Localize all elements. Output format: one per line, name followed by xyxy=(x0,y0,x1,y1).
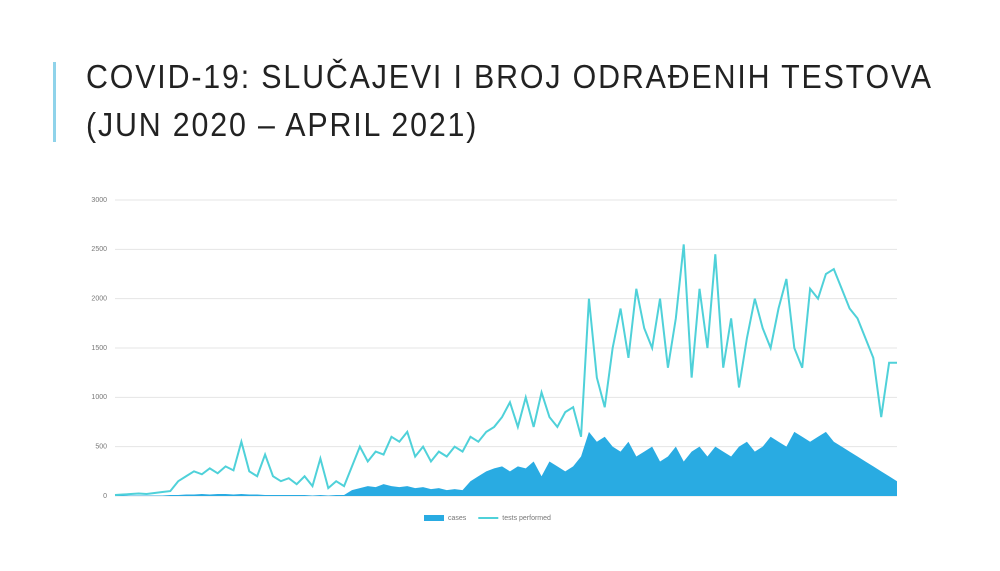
y-tick-label: 500 xyxy=(95,444,107,451)
legend-label: tests performed xyxy=(502,515,551,522)
y-tick-label: 2500 xyxy=(91,246,107,253)
legend-swatch xyxy=(424,515,444,521)
cases-area xyxy=(115,431,897,496)
legend-label: cases xyxy=(448,515,467,522)
slide-title: (JUN 2020 – APRIL 2021) xyxy=(86,106,479,143)
y-tick-label: 2000 xyxy=(91,296,107,303)
y-tick-label: 0 xyxy=(103,493,107,500)
y-tick-label: 3000 xyxy=(91,197,107,204)
y-tick-label: 1500 xyxy=(91,345,107,352)
y-tick-label: 1000 xyxy=(91,394,107,401)
tests-line xyxy=(114,244,897,497)
accent-bar xyxy=(53,62,56,142)
slide-title: COVID-19: SLUČAJEVI I BROJ ODRAĐENIH TES… xyxy=(86,58,933,95)
